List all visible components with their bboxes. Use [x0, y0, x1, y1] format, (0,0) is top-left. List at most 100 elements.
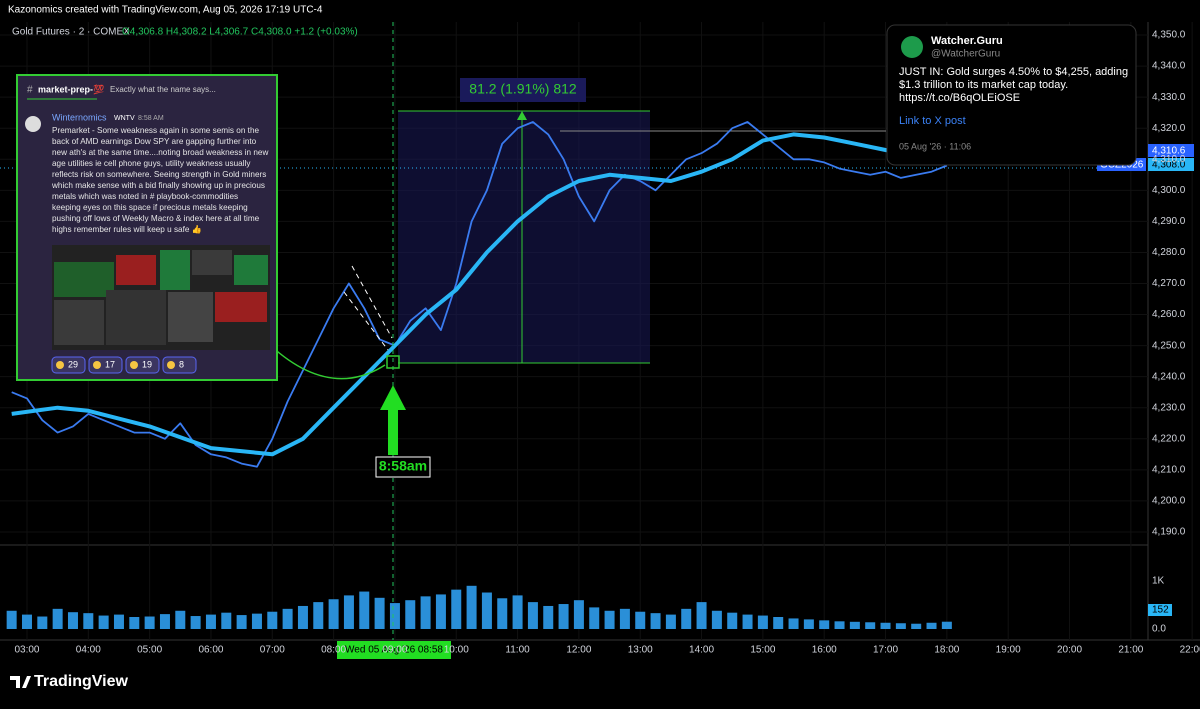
volume-bar [481, 592, 492, 629]
user-tag: WNTV [114, 115, 135, 122]
crosshair-label-box [337, 641, 451, 659]
tweet-line: https://t.co/B6qOLEiOSE [899, 92, 1020, 104]
symbol-title: Gold Futures · 2 · COMEX [12, 27, 130, 38]
x-tick-label: 07:00 [260, 645, 285, 656]
volume-bar [849, 621, 860, 629]
tile [106, 290, 166, 345]
avatar [901, 36, 923, 58]
msg-time: 8:58 AM [138, 115, 164, 122]
volume-bar [267, 611, 278, 629]
volume-bar [221, 612, 232, 629]
x-tick-label: 05:00 [137, 645, 162, 656]
y-tick-label: 4,320.0 [1152, 123, 1186, 134]
volume-bar [67, 612, 78, 629]
reaction-count: 17 [105, 359, 115, 369]
price-line [11, 132, 948, 457]
volume-bar [466, 585, 477, 629]
volume-bar [175, 610, 186, 629]
volume-bar [742, 614, 753, 629]
volume-label: 152 [1152, 605, 1169, 616]
volume-bar [6, 610, 17, 629]
message-line: keeping eyes on this space if precious m… [52, 203, 248, 212]
volume-label-box [1148, 604, 1172, 616]
volume-bar [573, 600, 584, 629]
volume-bar [711, 610, 722, 629]
arrow [380, 385, 406, 455]
volume-bar [696, 602, 707, 629]
message-line: pushing off lows of Weekly Macro & index… [52, 214, 260, 223]
message-line: highs remember rules will keep u safe 👍 [52, 224, 202, 234]
volume-bar [497, 598, 508, 629]
tweet-card [886, 24, 1137, 166]
crosshair-label: Wed 05 Aug '26 08:58 [345, 645, 443, 656]
reaction-icon [93, 361, 101, 369]
ma-label-box [1148, 144, 1194, 157]
trend-line [343, 291, 389, 351]
message-line: age utilities ie cell phone guys, utilit… [52, 159, 251, 168]
volume-bar [834, 621, 845, 629]
y-tick-label: 4,340.0 [1152, 61, 1186, 72]
volume-bar [113, 614, 124, 629]
volume-bar [236, 615, 247, 629]
volume-bar [650, 613, 661, 629]
volume-bar [558, 604, 569, 629]
volume-bar [604, 610, 615, 629]
last-label-box [1148, 158, 1194, 171]
logo [10, 676, 31, 688]
y-tick-label: 4,240.0 [1152, 371, 1186, 382]
ma-label: 4,310.6 [1152, 146, 1186, 157]
volume-bar [374, 597, 385, 629]
volume-bar [527, 602, 538, 629]
volume-bar [880, 622, 891, 629]
y-tick-label: 4,200.0 [1152, 496, 1186, 507]
volume-bar [635, 611, 646, 629]
reactions: 29 17 19 8 [51, 356, 197, 374]
y-tick-label: 4,190.0 [1152, 527, 1186, 538]
volume-bar [435, 594, 446, 629]
measure-label-box [460, 78, 586, 102]
x-tick-label: 11:00 [505, 645, 530, 656]
y-tick-label: 4,260.0 [1152, 309, 1186, 320]
volume-bar [297, 605, 308, 629]
x-tick-label: 06:00 [198, 645, 223, 656]
volume-bar [52, 608, 63, 629]
tile [54, 262, 114, 297]
tile [116, 255, 156, 285]
x-tick-label: 15:00 [750, 645, 775, 656]
volume-bar [803, 619, 814, 629]
user: Winternomics [52, 112, 107, 122]
volume-bar [451, 589, 462, 629]
volume-bar [129, 617, 140, 629]
volume-bar [895, 623, 906, 629]
x-tick-label: 03:00 [14, 645, 39, 656]
tile [192, 250, 232, 275]
trend-line [351, 265, 393, 339]
tweet-link[interactable]: Link to X post [899, 115, 966, 127]
volume-bar [343, 595, 354, 629]
reaction [125, 356, 160, 374]
volume-bar [926, 622, 937, 629]
volume-bar [282, 608, 293, 629]
volume-bar [144, 616, 155, 629]
volume-tick-label: 1K [1152, 576, 1165, 587]
volume-bar [619, 608, 630, 629]
y-tick-label: 4,250.0 [1152, 340, 1186, 351]
tile [168, 292, 213, 342]
reaction [162, 356, 197, 374]
tile [215, 292, 267, 322]
tweet-date: 05 Aug '26 · 11:06 [899, 141, 971, 151]
hash: # [27, 85, 33, 96]
tile [234, 255, 268, 285]
volume-bar [681, 608, 692, 629]
x-tick-label: 12:00 [566, 645, 591, 656]
y-tick-label: 4,280.0 [1152, 247, 1186, 258]
x-tick-label: 16:00 [812, 645, 837, 656]
reaction-count: 19 [142, 359, 152, 369]
x-tick-label: 09:00 [382, 645, 407, 656]
volume-bar [405, 600, 416, 629]
volume-bar [359, 591, 370, 629]
connector [269, 344, 386, 380]
footer: TradingView [34, 673, 129, 690]
reaction-icon [167, 361, 175, 369]
